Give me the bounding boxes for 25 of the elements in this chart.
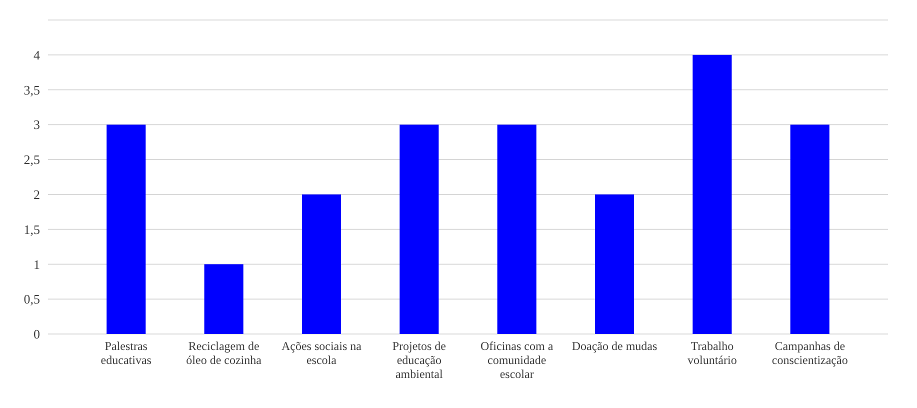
bar [594,194,634,334]
x-tick-label: Campanhas de conscientização [772,339,848,367]
bar [106,124,146,334]
y-tick-label: 1,5 [24,222,40,237]
x-tick-label: Palestras educativas [100,339,152,367]
bar [790,124,830,334]
x-tick-label: Trabalho voluntário [688,339,737,367]
bar [204,264,244,334]
y-tick-label: 2 [34,186,40,202]
y-tick-label: 2,5 [24,152,40,168]
y-tick-label: 0,5 [24,292,40,307]
x-tick-label: Reciclagem de óleo de cozinha [186,339,262,367]
bar [302,194,342,334]
y-tick-label: 3,5 [24,82,40,98]
x-tick-label: Oficinas com a comunidade escolar [480,339,554,381]
bar [400,124,439,334]
y-tick-label: 1 [34,256,40,272]
bar [497,124,536,334]
y-tick-label: 0 [34,326,40,342]
y-tick-label: 3 [34,117,40,132]
y-tick-label: 4 [34,47,40,62]
x-tick-label: Ações sociais na escola [281,339,362,367]
bar [692,54,732,334]
x-tick-label: Doação de mudas [572,339,658,353]
x-tick-label: Projetos de educação ambiental [392,339,446,381]
